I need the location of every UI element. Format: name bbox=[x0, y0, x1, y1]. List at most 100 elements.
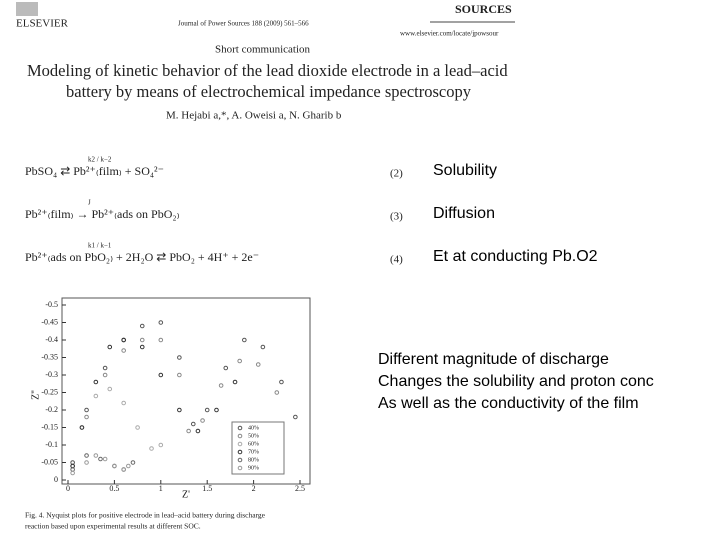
legend-label: 70% bbox=[248, 449, 259, 455]
data-point bbox=[121, 337, 126, 343]
data-point bbox=[126, 463, 131, 469]
y-tick-label: -0.5 bbox=[45, 300, 58, 309]
section: Short communication bbox=[215, 44, 311, 56]
x-tick-label: 1 bbox=[159, 484, 163, 493]
x-tick-label: 2.5 bbox=[295, 484, 305, 493]
equation: Pb²⁺₍ads on PbO₂₎ + 2H₂O ⇄ PbO₂ + 4H⁺ + … bbox=[25, 250, 259, 264]
data-point bbox=[107, 344, 113, 350]
data-point bbox=[112, 463, 117, 469]
legend-label: 50% bbox=[248, 433, 259, 439]
caption: reaction based upon experimental results… bbox=[25, 522, 201, 531]
legend-marker bbox=[237, 441, 243, 447]
data-point bbox=[102, 456, 108, 462]
paper-title: battery by means of electrochemical impe… bbox=[66, 82, 472, 101]
data-point bbox=[84, 453, 89, 458]
data-point bbox=[93, 393, 99, 399]
y-tick-label: 0 bbox=[54, 475, 58, 484]
notes: Different magnitude of discharge Changes … bbox=[378, 351, 654, 412]
equation-label: Solubility bbox=[433, 162, 497, 179]
y-tick-label: -0.1 bbox=[45, 440, 58, 449]
note: Changes the solubility and proton conc bbox=[378, 373, 654, 390]
note: As well as the conductivity of the film bbox=[378, 395, 639, 412]
data-point bbox=[232, 379, 238, 385]
data-point bbox=[279, 379, 284, 385]
y-tick-label: -0.25 bbox=[41, 387, 58, 396]
data-point bbox=[70, 470, 75, 476]
legend-marker bbox=[237, 449, 243, 455]
equation-number: (4) bbox=[390, 254, 403, 266]
data-point bbox=[204, 407, 210, 413]
data-point bbox=[149, 446, 154, 451]
y-axis-label: Z'' bbox=[30, 390, 41, 400]
legend-label: 40% bbox=[248, 425, 259, 431]
data-point bbox=[158, 442, 164, 448]
data-point bbox=[177, 407, 182, 413]
note: Different magnitude of discharge bbox=[378, 351, 609, 368]
legend-label: 90% bbox=[248, 465, 259, 471]
y-tick-label: -0.4 bbox=[45, 335, 58, 344]
data-point bbox=[102, 365, 108, 371]
data-point bbox=[93, 453, 99, 458]
equation-label: Diffusion bbox=[433, 205, 495, 222]
data-point bbox=[274, 390, 280, 395]
data-point bbox=[177, 372, 182, 378]
data-point bbox=[158, 372, 164, 378]
x-tick-label: 2 bbox=[252, 484, 256, 493]
legend-marker bbox=[237, 433, 243, 439]
equation: Pb²⁺₍film₎ → Pb²⁺₍ads on PbO₂₎ bbox=[25, 207, 180, 221]
data-point bbox=[237, 358, 242, 364]
y-tick-label: -0.45 bbox=[41, 317, 58, 326]
data-point bbox=[218, 383, 224, 388]
publisher-tree bbox=[16, 2, 38, 16]
data-point bbox=[214, 407, 219, 413]
rate-constant: J bbox=[88, 199, 91, 207]
data-point bbox=[195, 428, 201, 434]
legend-marker bbox=[237, 425, 243, 431]
data-point bbox=[139, 337, 145, 343]
data-point bbox=[186, 428, 191, 434]
y-tick-label: -0.15 bbox=[41, 422, 58, 431]
data-point bbox=[190, 421, 196, 427]
data-point bbox=[121, 348, 126, 353]
authors: M. Hejabi a,*, A. Oweisi a, N. Gharib b bbox=[166, 110, 342, 122]
paper-title: Modeling of kinetic behavior of the lead… bbox=[27, 61, 508, 80]
data-point bbox=[79, 425, 85, 430]
nyquist-plot: -0.5 -0.45 -0.4 -0.35 -0.3 -0.25 -0.2 -0.15 -0.1… bbox=[25, 297, 311, 531]
publisher: ELSEVIER bbox=[16, 18, 69, 30]
data-point bbox=[223, 365, 229, 371]
rate-constant: k2 / k−2 bbox=[88, 156, 112, 164]
data-point bbox=[121, 400, 126, 406]
equation-label: Et at conducting Pb.O2 bbox=[433, 248, 598, 265]
y-tick-label: -0.35 bbox=[41, 352, 58, 361]
legend-label: 60% bbox=[248, 441, 259, 447]
equation: PbSO₄ ⇄ Pb²⁺₍film₎ + SO₄²⁻ bbox=[25, 164, 164, 178]
journal: Journal of Power Sources 188 (2009) 561–… bbox=[178, 20, 309, 28]
journal-logo: SOURCES bbox=[455, 2, 512, 16]
data-point bbox=[255, 362, 261, 367]
data-point bbox=[102, 372, 108, 378]
legend-box bbox=[231, 421, 285, 475]
data-point bbox=[177, 355, 182, 360]
equation-number: (3) bbox=[390, 211, 403, 223]
x-tick-label: 0.5 bbox=[109, 484, 119, 493]
equation-number: (2) bbox=[390, 168, 403, 180]
legend-label: 80% bbox=[248, 457, 259, 463]
y-tick-label: -0.2 bbox=[45, 405, 58, 414]
data-point bbox=[98, 456, 103, 462]
caption: Fig. 4. Nyquist plots for positive elect… bbox=[25, 511, 266, 520]
data-point bbox=[260, 344, 266, 350]
data-point bbox=[93, 379, 99, 385]
legend-marker bbox=[237, 465, 243, 471]
x-axis-label: Z' bbox=[182, 489, 190, 500]
data-point bbox=[107, 386, 113, 392]
data-point bbox=[158, 320, 164, 325]
data-point bbox=[139, 323, 145, 329]
data-point bbox=[158, 337, 164, 343]
data-point bbox=[84, 407, 89, 413]
data-point bbox=[121, 467, 126, 472]
data-point bbox=[84, 414, 89, 420]
x-tick-label: 0 bbox=[66, 484, 70, 493]
